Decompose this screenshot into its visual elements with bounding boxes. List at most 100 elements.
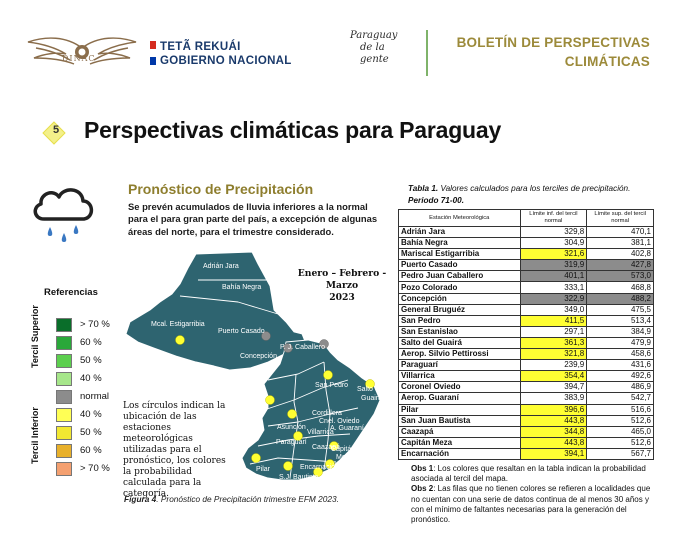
station-markers bbox=[175, 335, 375, 477]
station-name: General Bruguéz bbox=[398, 303, 521, 316]
table-row: Adrián Jara 329,8 470,1 bbox=[398, 225, 654, 239]
table-row: Salto del Guairá 361,3 479,9 bbox=[398, 336, 654, 350]
station-name: Salto del Guairá bbox=[398, 336, 521, 350]
lower-limit-value: 443,8 bbox=[519, 414, 588, 427]
observation-2: Obs 2: Las filas que no tienen colores s… bbox=[411, 484, 659, 525]
upper-limit-value: 431,6 bbox=[586, 359, 654, 372]
normal-station-markers bbox=[261, 331, 329, 353]
station-name: Caazapá bbox=[398, 425, 521, 438]
station-name: Pozo Colorado bbox=[398, 281, 521, 294]
station-name: Pilar bbox=[398, 403, 521, 416]
map-label-cnel-oviedo: Cnel. Oviedo bbox=[319, 418, 360, 425]
station-name: Bahía Negra bbox=[398, 237, 521, 250]
station-name: San Estanislao bbox=[398, 325, 521, 338]
map-label-pozo-colorado: Pozo Colorado bbox=[225, 371, 272, 378]
bulletin-line-1: BOLETÍN DE PERSPECTIVAS bbox=[456, 35, 650, 50]
figure-caption: Figura 4. Pronóstico de Precipitación tr… bbox=[124, 494, 339, 504]
station-name: San Pedro bbox=[398, 314, 521, 327]
table-caption-label: Tabla 1. bbox=[408, 184, 439, 193]
station-salto bbox=[365, 379, 375, 389]
page-header: DINAC TETÃ REKUÁI GOBIERNO NACIONAL Para… bbox=[0, 0, 681, 92]
upper-limit-value: 468,8 bbox=[586, 281, 654, 294]
page-title: Perspectivas climáticas para Paraguay bbox=[84, 117, 502, 143]
map-label-salto: Salto del bbox=[357, 386, 385, 393]
legend-label: 50 % bbox=[80, 427, 102, 438]
legend-swatch bbox=[56, 318, 72, 332]
table-row: Caazapá 344,8 465,0 bbox=[398, 425, 654, 438]
legend-swatch bbox=[56, 354, 72, 368]
upper-limit-value: 381,1 bbox=[586, 237, 654, 250]
observation-1-text: : Los colores que resaltan en la tabla i… bbox=[411, 464, 646, 484]
station-name: Puerto Casado bbox=[398, 259, 521, 272]
legend-swatch bbox=[56, 444, 72, 458]
station-mcal bbox=[175, 335, 185, 345]
table-row: Bahía Negra 304,9 381,1 bbox=[398, 237, 654, 250]
observation-1-label: Obs 1 bbox=[411, 464, 434, 473]
table-row: Pilar 396,6 516,6 bbox=[398, 403, 654, 416]
table-row: Aerop. Guaraní 383,9 542,7 bbox=[398, 392, 654, 405]
station-name: Coronel Oviedo bbox=[398, 381, 521, 394]
table-row: Pedro Juan Caballero 401,1 573,0 bbox=[398, 270, 654, 283]
upper-limit-value: 542,7 bbox=[586, 392, 654, 405]
table-row: Paraguarí 239,9 431,6 bbox=[398, 359, 654, 372]
station-encarnacion bbox=[313, 467, 323, 477]
upper-limit-value: 475,5 bbox=[586, 303, 654, 316]
table-header-row: Estación Meteorológica Límite inf. del t… bbox=[398, 209, 654, 227]
precip-title: Pronóstico de Precipitación bbox=[128, 181, 314, 197]
lower-limit-value: 394,7 bbox=[519, 381, 588, 394]
observations: Obs 1: Los colores que resaltan en la ta… bbox=[411, 464, 659, 525]
upper-limit-value: 512,6 bbox=[586, 414, 654, 427]
lower-limit-value: 321,8 bbox=[519, 348, 588, 361]
table-row: Villarrica 354,4 492,6 bbox=[398, 370, 654, 383]
flag-icon bbox=[150, 41, 156, 65]
map-label-salto-2: Guairá bbox=[361, 395, 383, 402]
upper-limit-value: 567,7 bbox=[586, 447, 654, 460]
map-label-pilar: Pilar bbox=[256, 466, 271, 473]
station-concepcion bbox=[283, 343, 293, 353]
station-villarrica bbox=[287, 409, 297, 419]
map-label-villarrica: Villarrica bbox=[307, 429, 334, 436]
map-label-paraguari: Paraguarí bbox=[276, 439, 307, 446]
lower-limit-value: 361,3 bbox=[519, 336, 588, 350]
station-sj-bautista bbox=[283, 461, 293, 471]
upper-limit-value: 486,9 bbox=[586, 381, 654, 394]
upper-limit-value: 427,8 bbox=[586, 259, 654, 272]
legend-swatch bbox=[56, 372, 72, 386]
station-name: San Juan Bautista bbox=[398, 414, 521, 427]
legend-swatch bbox=[56, 408, 72, 422]
lower-limit-value: 383,9 bbox=[519, 392, 588, 405]
legend-label: 60 % bbox=[80, 445, 102, 456]
table-row: Capitán Meza 443,8 512,6 bbox=[398, 436, 654, 449]
table-row: Encarnación 394,1 567,7 bbox=[398, 447, 654, 460]
observation-2-label: Obs 2 bbox=[411, 484, 434, 494]
table-row: Concepción 322,9 488,2 bbox=[398, 292, 654, 305]
legend-label: 40 % bbox=[80, 373, 102, 384]
station-name: Concepción bbox=[398, 292, 521, 305]
table-row: Mariscal Estigarribia 321,6 402,8 bbox=[398, 248, 654, 261]
table-row: Pozo Colorado 333,1 468,8 bbox=[398, 281, 654, 294]
map-label-encarnacion: Encarnación bbox=[300, 464, 339, 471]
station-pilar bbox=[251, 453, 261, 463]
header-lower-limit: Límite inf. del tercil normal bbox=[519, 209, 588, 227]
forecast-period: Enero – Febrero - Marzo 2023 bbox=[287, 268, 397, 304]
upper-limit-value: 573,0 bbox=[586, 270, 654, 283]
legend-label: 40 % bbox=[80, 409, 102, 420]
upper-tercile-label: Tercil Superior bbox=[30, 305, 40, 368]
header-divider bbox=[426, 30, 428, 76]
lower-limit-value: 322,9 bbox=[519, 292, 588, 305]
table-row: San Pedro 411,5 513,4 bbox=[398, 314, 654, 327]
references-title: Referencias bbox=[44, 287, 98, 298]
table-row: San Juan Bautista 443,8 512,6 bbox=[398, 414, 654, 427]
lower-limit-value: 321,6 bbox=[519, 248, 588, 261]
map-label-a-guarani: A. Guaraní bbox=[330, 425, 364, 432]
station-name: Pedro Juan Caballero bbox=[398, 270, 521, 283]
station-aerop-pettirossi bbox=[265, 395, 275, 405]
bulletin-line-2: CLIMÁTICAS bbox=[564, 54, 650, 69]
rain-cloud-icon bbox=[33, 188, 94, 242]
header-upper-limit: Límite sup. del tercil normal bbox=[586, 209, 654, 227]
lower-limit-value: 349,0 bbox=[519, 303, 588, 316]
station-name: Encarnación bbox=[398, 447, 521, 460]
station-name: Aerop. Silvio Pettirossi bbox=[398, 348, 521, 361]
table-caption-text: Valores calculados para los terciles de … bbox=[438, 184, 631, 193]
legend-label: 60 % bbox=[80, 337, 102, 348]
